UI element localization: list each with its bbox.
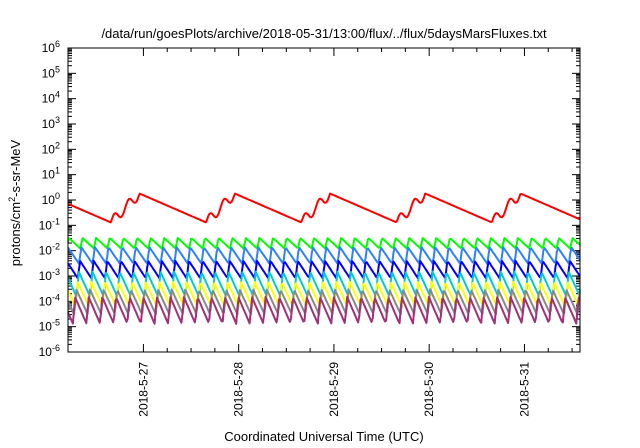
- y-tick-label-exponent: -5: [52, 318, 60, 328]
- y-tick-label: 104: [42, 90, 60, 106]
- x-tick-label: 2018-5-30: [422, 362, 436, 417]
- y-tick-label: 10-1: [39, 216, 60, 232]
- chart-title: /data/run/goesPlots/archive/2018-05-31/1…: [101, 26, 547, 41]
- y-tick-label-exponent: -3: [52, 267, 60, 277]
- series-line-8: [67, 295, 581, 325]
- y-tick-label-base: 10: [39, 345, 53, 359]
- y-tick-label-exponent: -1: [52, 216, 60, 226]
- x-tick-label: 2018-5-27: [136, 362, 150, 417]
- y-tick-label-base: 10: [39, 244, 53, 258]
- y-tick-label: 105: [42, 64, 60, 80]
- y-tick-label-base: 10: [39, 269, 53, 283]
- series-line-5: [67, 270, 581, 298]
- y-tick-label-base: 10: [42, 193, 56, 207]
- x-tick-label: 2018-5-29: [327, 362, 341, 417]
- y-tick-label-exponent: -2: [52, 242, 60, 252]
- y-axis-label-prefix: protons/cm: [8, 202, 23, 266]
- x-tick-label: 2018-5-31: [517, 362, 531, 417]
- y-tick-label: 103: [42, 115, 60, 131]
- y-tick-label: 101: [42, 166, 60, 182]
- y-tick-label-base: 10: [39, 320, 53, 334]
- y-tick-label: 10-2: [39, 242, 60, 258]
- y-tick-label-base: 10: [39, 218, 53, 232]
- y-tick-label: 10-3: [39, 267, 60, 283]
- y-tick-label: 10-4: [39, 292, 60, 308]
- series-line-1: [67, 192, 581, 224]
- y-tick-label: 10-5: [39, 318, 60, 334]
- y-tick-label-base: 10: [42, 41, 56, 55]
- y-tick-label: 100: [42, 191, 60, 207]
- y-tick-label-base: 10: [39, 294, 53, 308]
- plot-area: 10-610-510-410-310-210-11001011021031041…: [39, 39, 581, 417]
- series-line-4: [67, 259, 581, 280]
- y-tick-label-exponent: 3: [55, 115, 60, 125]
- y-axis-label-suffix: -s-sr-MeV: [8, 139, 23, 196]
- y-tick-label-exponent: 0: [55, 191, 60, 201]
- y-tick-label-base: 10: [42, 66, 56, 80]
- series-line-2: [67, 236, 581, 250]
- y-tick-label-base: 10: [42, 168, 56, 182]
- y-tick-label-exponent: 4: [55, 90, 60, 100]
- series-line-7: [67, 288, 581, 316]
- series-line-6: [67, 280, 581, 308]
- x-axis-label: Coordinated Universal Time (UTC): [224, 429, 423, 444]
- y-axis-label-sup: 2: [7, 197, 17, 202]
- y-tick-label: 10-6: [39, 343, 60, 359]
- y-tick-label: 102: [42, 140, 60, 156]
- y-tick-label-base: 10: [42, 92, 56, 106]
- y-tick-label-exponent: 2: [55, 140, 60, 150]
- y-tick-label-exponent: -4: [52, 292, 60, 302]
- y-tick-label-base: 10: [42, 117, 56, 131]
- y-tick-label-exponent: 5: [55, 64, 60, 74]
- y-tick-label: 106: [42, 39, 60, 55]
- y-tick-label-exponent: -6: [52, 343, 60, 353]
- y-tick-label-exponent: 6: [55, 39, 60, 49]
- y-axis-label: protons/cm2-s-sr-MeV: [7, 139, 23, 266]
- y-tick-label-base: 10: [42, 142, 56, 156]
- y-tick-label-exponent: 1: [55, 166, 60, 176]
- plot-frame: [67, 47, 581, 353]
- x-tick-label: 2018-5-28: [232, 362, 246, 417]
